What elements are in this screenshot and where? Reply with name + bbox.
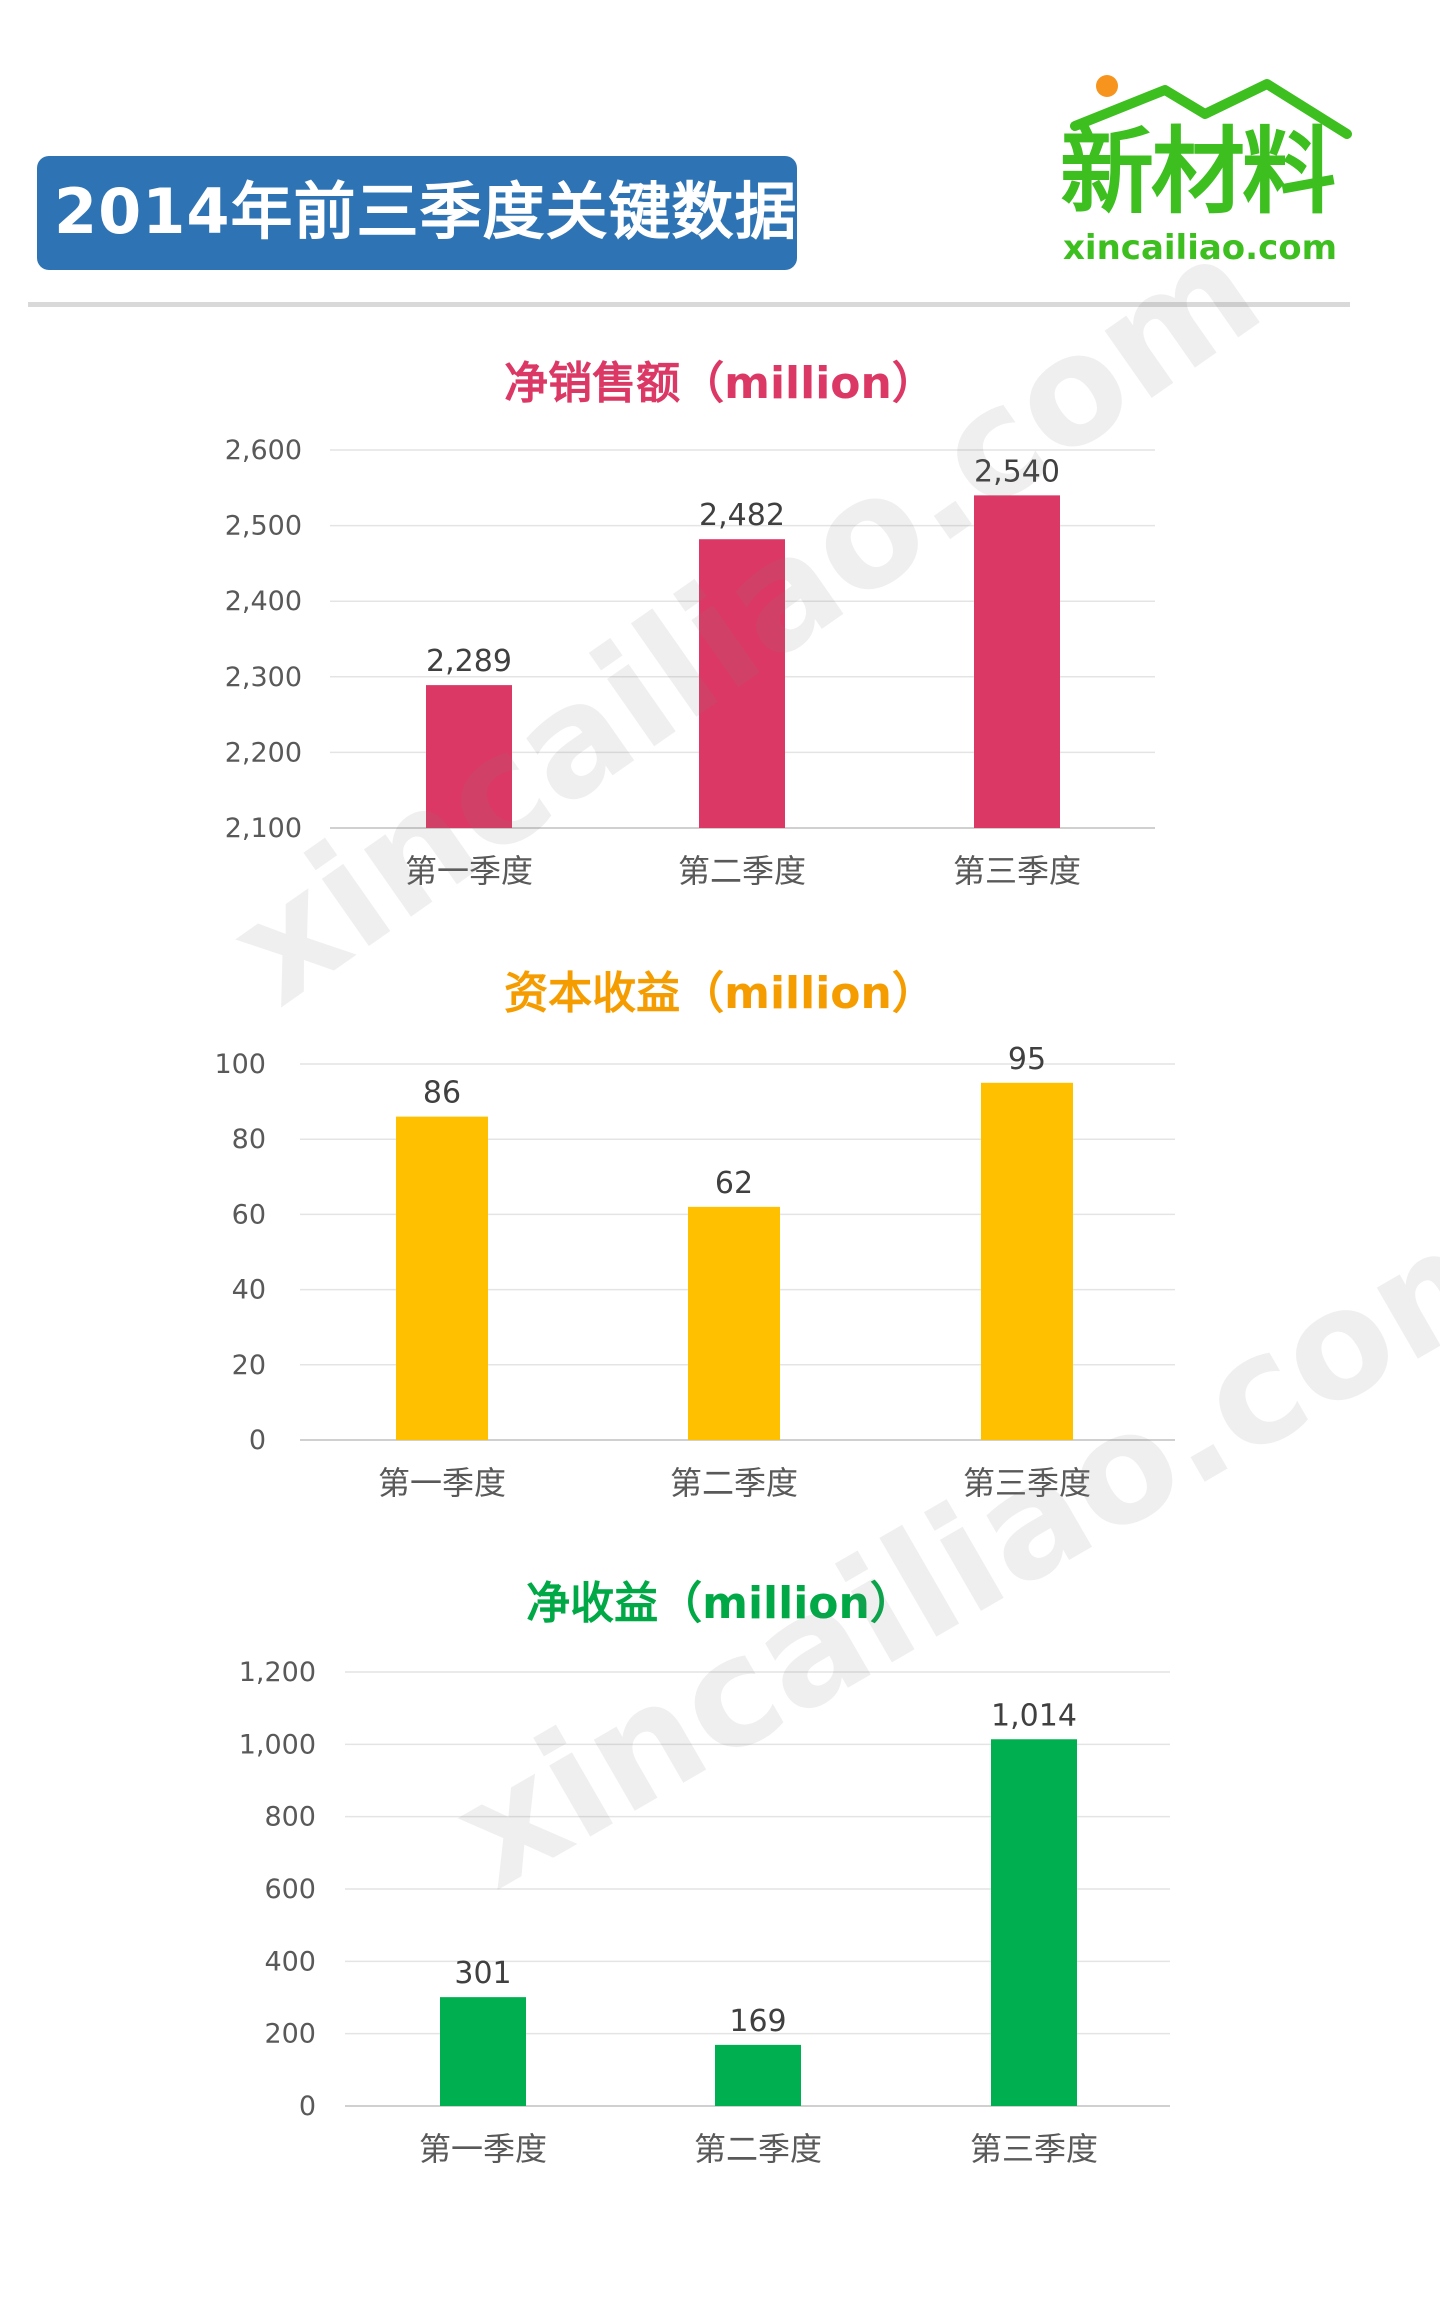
y-tick-label: 2,300 [225, 662, 302, 693]
net-income-chart: 0 200 400 600 800 1,000 1,200 301 第一季度 169 第二季度 1,0… [239, 1657, 1170, 2168]
x-tick-label: 第二季度 [670, 1464, 798, 1502]
bar [991, 1739, 1077, 2106]
net-sales-chart: 2,100 2,200 2,300 2,400 2,500 2,600 2,289 第一季度 2… [225, 435, 1155, 890]
x-tick-label: 第三季度 [970, 2130, 1098, 2168]
bar [981, 1082, 1073, 1440]
y-tick-label: 0 [249, 1425, 266, 1456]
data-label: 1,014 [991, 1698, 1077, 1733]
bar [715, 2044, 801, 2106]
x-tick-label: 第二季度 [678, 852, 806, 890]
x-tick-label: 第二季度 [694, 2130, 822, 2168]
x-tick-label: 第一季度 [378, 1464, 506, 1502]
data-label: 62 [715, 1166, 753, 1201]
x-tick-label: 第一季度 [419, 2130, 547, 2168]
x-tick-label: 第三季度 [963, 1464, 1091, 1502]
bar [396, 1116, 488, 1440]
y-tick-label: 2,400 [225, 586, 302, 617]
data-label: 86 [423, 1076, 461, 1111]
chart-title-net-sales: 净销售额（million） [504, 358, 936, 409]
chart-title-capital-income: 资本收益（million） [504, 968, 936, 1019]
y-tick-label: 200 [264, 2019, 316, 2050]
logo-url: xincailiao.com [1063, 228, 1338, 268]
data-label: 301 [454, 1956, 511, 1991]
bar [426, 685, 512, 828]
y-tick-label: 2,500 [225, 511, 302, 542]
y-tick-label: 80 [232, 1124, 266, 1155]
y-tick-label: 100 [214, 1049, 266, 1080]
y-tick-label: 2,100 [225, 813, 302, 844]
header-divider [28, 302, 1350, 307]
bar [699, 539, 785, 828]
y-tick-label: 600 [264, 1874, 316, 1905]
y-tick-label: 20 [232, 1350, 266, 1381]
data-label: 95 [1008, 1042, 1046, 1077]
data-label: 2,482 [699, 498, 785, 533]
data-label: 2,540 [974, 454, 1060, 489]
x-tick-label: 第一季度 [405, 852, 533, 890]
y-tick-label: 1,000 [239, 1729, 316, 1760]
logo-text: 新材料 [1060, 118, 1336, 227]
header-banner [37, 156, 797, 270]
logo-house-icon [1070, 75, 1352, 139]
y-tick-label: 60 [232, 1199, 266, 1230]
y-tick-label: 400 [264, 1946, 316, 1977]
page-title: 2014年前三季度关键数据 [54, 175, 798, 248]
chart-title-net-income: 净收益（million） [526, 1578, 914, 1629]
data-label: 2,289 [426, 644, 512, 679]
y-tick-label: 2,200 [225, 737, 302, 768]
y-tick-label: 2,600 [225, 435, 302, 466]
bar [440, 1997, 526, 2106]
bar [974, 495, 1060, 828]
bar [688, 1206, 780, 1440]
y-tick-label: 1,200 [239, 1657, 316, 1688]
y-tick-label: 40 [232, 1275, 266, 1306]
x-tick-label: 第三季度 [953, 852, 1081, 890]
y-tick-label: 800 [264, 1802, 316, 1833]
capital-income-chart: 0 20 40 60 80 100 86 第一季度 62 第二季度 95 第三季度 [214, 1042, 1175, 1502]
y-tick-label: 0 [299, 2091, 316, 2122]
data-label: 169 [729, 2004, 786, 2039]
